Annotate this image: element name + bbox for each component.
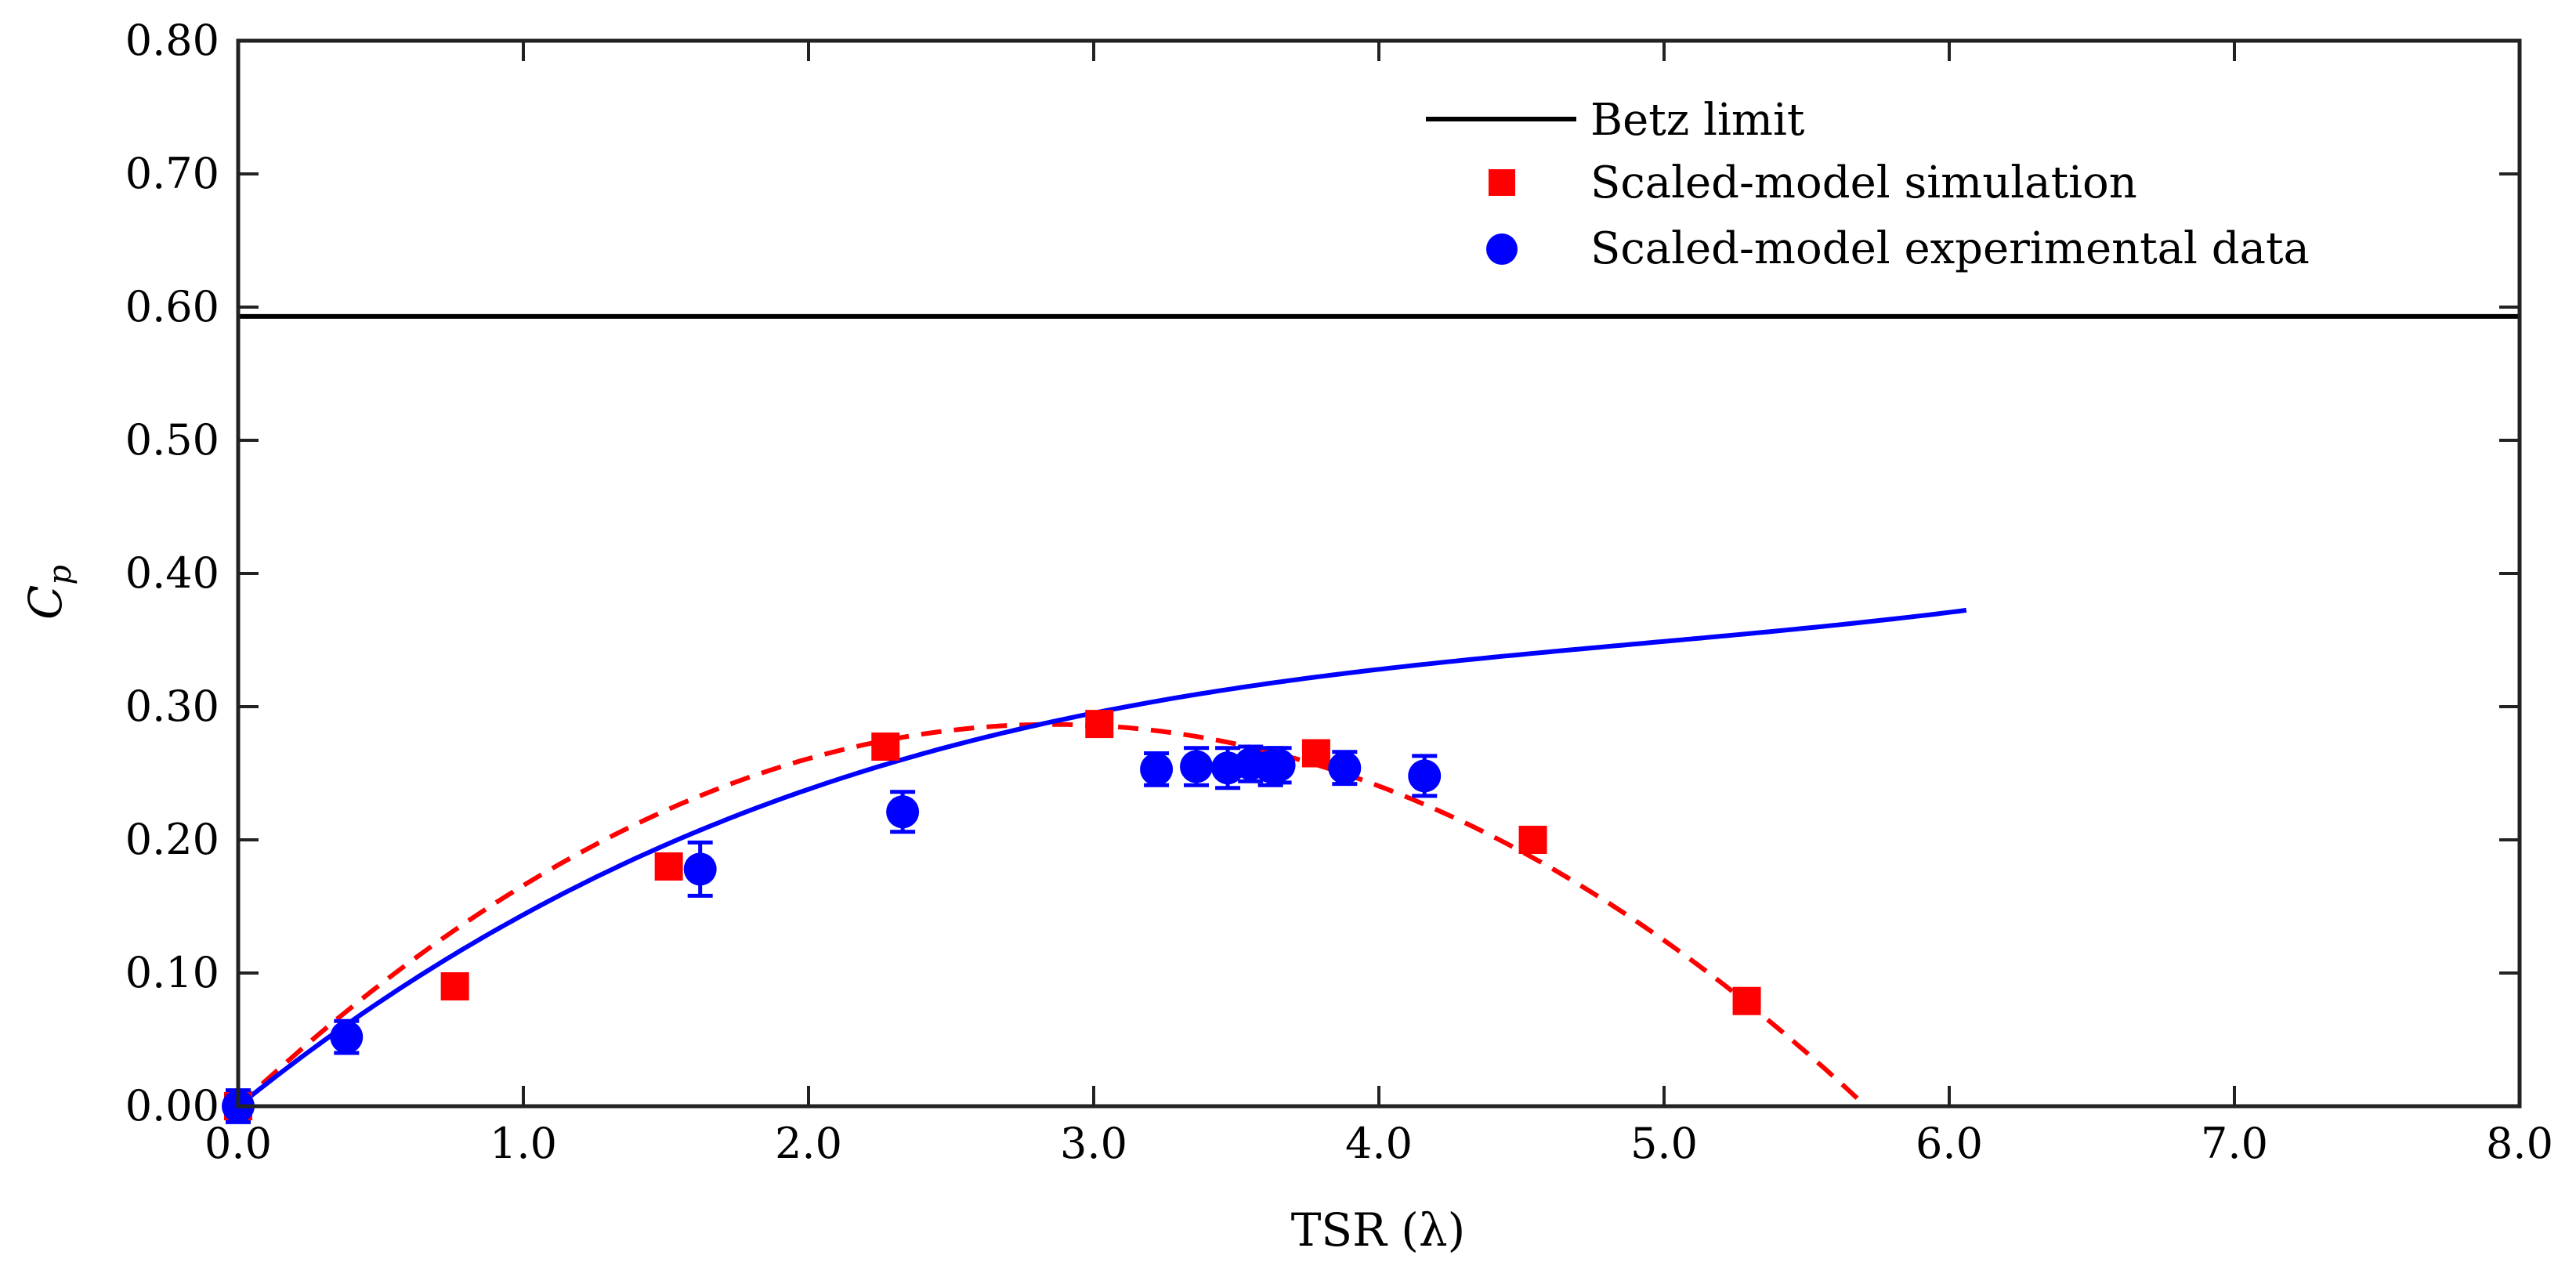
simulation-fit-curve bbox=[236, 722, 1869, 1109]
y-tick-label: 0.80 bbox=[125, 16, 219, 65]
legend-betz-label: Betz limit bbox=[1590, 95, 1805, 146]
y-tick-label: 0.70 bbox=[125, 149, 219, 198]
y-tick-label: 0.40 bbox=[125, 548, 219, 598]
y-tick-label: 0.50 bbox=[125, 415, 219, 465]
experimental-point bbox=[1180, 750, 1214, 783]
legend-experimental-label: Scaled-model experimental data bbox=[1590, 223, 2310, 274]
legend: Betz limit Scaled-model simulation Scale… bbox=[1426, 95, 2310, 274]
x-tick-label: 7.0 bbox=[2201, 1119, 2268, 1168]
y-axis-title-sub: p bbox=[42, 565, 78, 585]
y-tick-label: 0.00 bbox=[125, 1081, 219, 1130]
experimental-point bbox=[683, 852, 717, 886]
plot-frame bbox=[236, 38, 2522, 1109]
x-axis-title: TSR (λ) bbox=[1291, 1203, 1466, 1257]
x-tick-label: 3.0 bbox=[1060, 1119, 1127, 1168]
y-tick-label: 0.60 bbox=[125, 282, 219, 331]
data-points bbox=[222, 710, 1761, 1124]
x-tick-label: 6.0 bbox=[1916, 1119, 1983, 1168]
tick-labels: 0.0 1.0 2.0 3.0 4.0 5.0 6.0 7.0 8.0 0.00 0.10 0.20 0… bbox=[125, 16, 2553, 1168]
simulation-point bbox=[871, 733, 900, 761]
x-tick-label: 5.0 bbox=[1630, 1119, 1698, 1168]
simulation-point bbox=[654, 852, 683, 881]
experimental-point bbox=[1408, 759, 1442, 793]
x-tick-label: 1.0 bbox=[490, 1119, 557, 1168]
experimental-point bbox=[886, 795, 920, 829]
simulation-point bbox=[1301, 739, 1330, 768]
x-tick-label: 0.0 bbox=[204, 1119, 272, 1168]
y-axis-title-main: C bbox=[19, 585, 72, 620]
simulation-point bbox=[1518, 826, 1547, 854]
svg-text:Cp: Cp bbox=[19, 565, 78, 620]
y-axis-title: Cp bbox=[19, 565, 78, 620]
y-tick-label: 0.10 bbox=[125, 948, 219, 997]
legend-simulation-label: Scaled-model simulation bbox=[1590, 157, 2137, 208]
x-tick-label: 4.0 bbox=[1345, 1119, 1413, 1168]
simulation-point bbox=[1732, 986, 1761, 1015]
x-tick-label: 2.0 bbox=[775, 1119, 842, 1168]
experimental-point bbox=[330, 1020, 364, 1054]
legend-experimental-swatch bbox=[1486, 233, 1518, 265]
experimental-point bbox=[1140, 752, 1174, 786]
y-tick-label: 0.30 bbox=[125, 682, 219, 731]
simulation-point bbox=[1085, 710, 1114, 739]
x-tick-label: 8.0 bbox=[2486, 1119, 2553, 1168]
experimental-point bbox=[1262, 748, 1296, 782]
experimental-point bbox=[1328, 751, 1362, 785]
simulation-point bbox=[440, 972, 469, 1000]
legend-simulation-swatch bbox=[1489, 169, 1515, 196]
y-tick-label: 0.20 bbox=[125, 815, 219, 864]
